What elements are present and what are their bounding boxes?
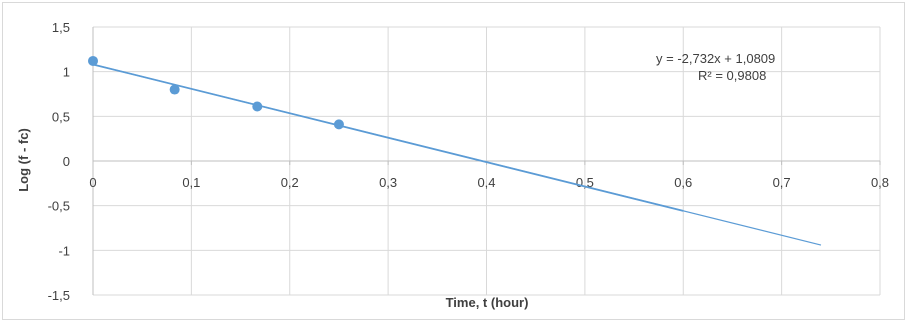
trendline-group [92, 63, 822, 246]
x-tick-label: 0 [89, 175, 96, 190]
x-tick-label: 0,1 [182, 175, 200, 190]
y-tick-label: -0,5 [48, 199, 70, 214]
tick-labels: 0 0,1 0,2 0,3 0,4 0,5 0,6 0,7 0,81,510,50-0,5-1-… [48, 20, 889, 303]
trendline-overlay [92, 63, 684, 212]
x-axis-title: Time, t (hour) [446, 295, 529, 310]
x-tick-label: 0,6 [674, 175, 692, 190]
y-axis-title: Log (f - fc) [16, 128, 31, 192]
trendline-equation: y = -2,732x + 1,0809 [656, 51, 775, 66]
data-point [169, 84, 180, 95]
y-tick-label: 0,5 [52, 109, 70, 124]
y-tick-label: -1 [58, 243, 70, 258]
y-tick-label: -1,5 [48, 288, 70, 303]
x-tick-label: 0,4 [477, 175, 495, 190]
data-point [252, 101, 263, 112]
x-tick-label: 0,3 [379, 175, 397, 190]
x-tick-label: 0,2 [281, 175, 299, 190]
r-squared-label: R² = 0,9808 [698, 68, 766, 83]
data-point [333, 119, 344, 130]
data-points [88, 55, 344, 130]
axes [92, 27, 881, 295]
data-point [88, 55, 98, 66]
x-tick-label: 0,7 [773, 175, 791, 190]
x-tick-label: 0,8 [871, 175, 889, 190]
y-tick-label: 0 [63, 154, 70, 169]
grid [93, 26, 881, 296]
y-tick-label: 1 [63, 65, 70, 80]
y-tick-label: 1,5 [52, 20, 70, 35]
